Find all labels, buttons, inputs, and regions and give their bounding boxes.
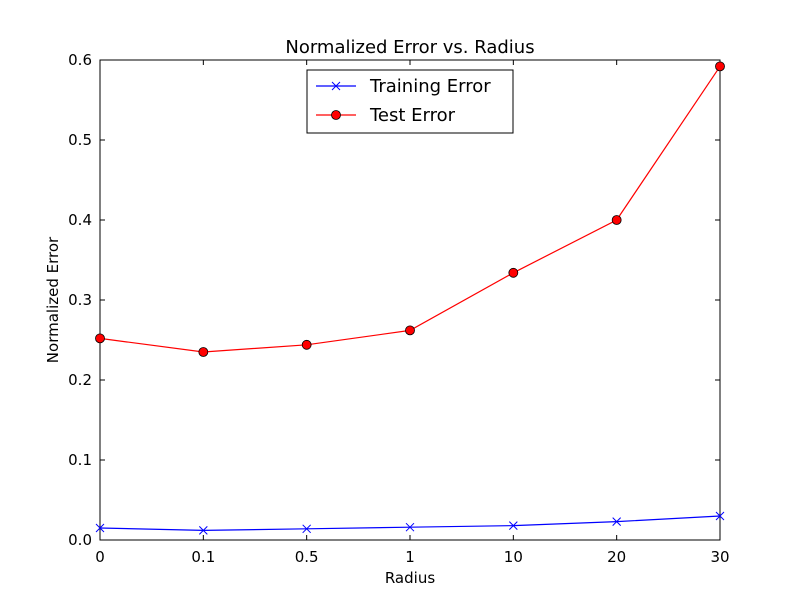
x-tick-label: 30 [710,548,729,566]
y-tick-label: 0.6 [68,51,92,69]
y-tick-label: 0.1 [68,451,92,469]
data-point [612,517,622,526]
legend-entry: Test Error [316,105,456,126]
x-tick-label: 0.5 [295,548,319,566]
legend-label: Test Error [369,105,456,126]
y-axis-label: Normalized Error [44,236,62,363]
data-point [405,522,415,532]
legend-marker [331,81,341,91]
y-tick-label: 0.2 [68,371,92,389]
legend-box [306,69,514,134]
plot-area: 0 0.1 0.5 1 10 20 30 0.0 0.1 0.2 0.3 0.4 0.5 0.6 [68,51,729,566]
legend-label: Training Error [369,76,491,97]
data-point [301,339,312,350]
x-tick-label: 1 [405,548,415,566]
x-tick-label: 0 [95,548,105,566]
chart-title: Normalized Error vs. Radius [285,37,534,58]
data-point [611,215,622,225]
y-tick-label: 0.4 [68,211,92,229]
data-point [715,61,725,72]
data-point [198,347,209,357]
y-tick-label: 0.5 [68,131,92,149]
y-tick-label: 0.0 [68,531,92,549]
data-point [198,526,208,535]
y-tick-label: 0.3 [68,291,92,309]
x-tick-label: 0.1 [191,548,215,566]
data-point [508,521,518,530]
x-tick-label: 20 [607,548,626,566]
legend-marker [331,110,341,120]
data-point [95,333,105,344]
legend-entry: Training Error [316,76,491,97]
series-training-error [95,511,725,535]
x-tick-label: 10 [504,548,523,566]
data-point [95,523,105,533]
series-test-error [95,61,725,357]
x-axis-label: Radius [385,569,435,587]
data-point [405,325,415,336]
data-point [302,524,312,534]
legend: Training Error Test Error [306,69,514,134]
data-point [508,267,519,278]
data-point [715,511,725,521]
